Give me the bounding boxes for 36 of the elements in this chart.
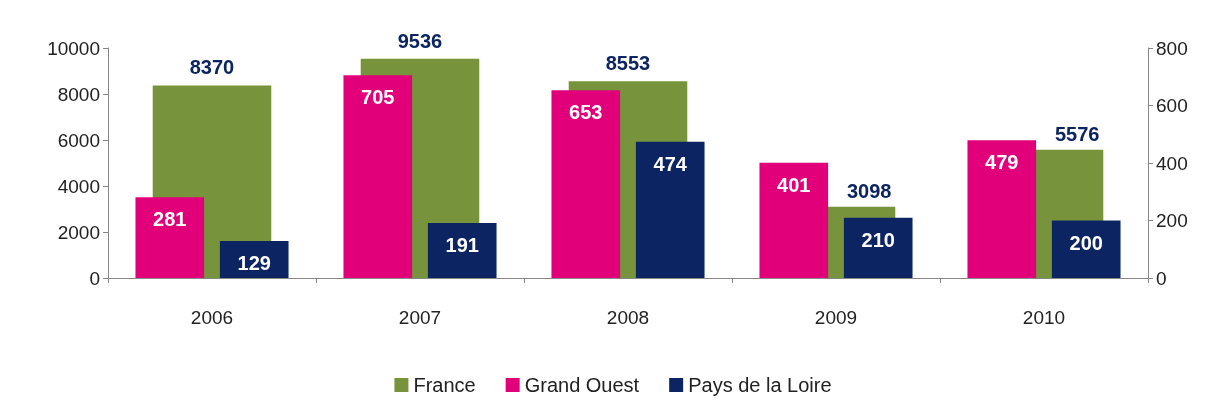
data-label: 474: [653, 152, 688, 175]
y-tick-label: 0: [89, 267, 100, 289]
y-tick-label: 2000: [57, 221, 100, 243]
data-label: 3098: [846, 179, 892, 202]
data-label: 705: [361, 86, 395, 109]
data-label: 9536: [397, 29, 443, 52]
x-tick-label: 2010: [1022, 307, 1066, 328]
legend-label: France: [413, 374, 476, 396]
bar: [135, 197, 205, 278]
data-label: 479: [985, 151, 1019, 174]
x-tick-label: 2009: [814, 307, 858, 328]
x-tick-label: 2006: [190, 307, 234, 328]
data-label: 129: [237, 251, 271, 274]
data-label: 653: [569, 101, 603, 124]
legend-label: Pays de la Loire: [688, 374, 832, 396]
y2-tick-label: 600: [1156, 95, 1188, 116]
data-label: 8370: [189, 56, 235, 79]
data-label: 401: [777, 173, 811, 196]
y2-tick-label: 0: [1156, 267, 1167, 289]
y-tick-label: 4000: [57, 175, 100, 197]
legend-label: Grand Ouest: [524, 374, 640, 396]
y-tick-label: 6000: [57, 129, 100, 151]
x-tick-label: 2008: [606, 307, 650, 328]
y2-tick-label: 200: [1156, 210, 1188, 231]
y-tick-label: 10000: [47, 37, 100, 59]
bar: [427, 223, 497, 278]
data-label: 281: [153, 208, 187, 231]
y2-tick-label: 800: [1156, 37, 1188, 59]
x-tick-label: 2007: [398, 307, 442, 328]
y2-tick-label: 400: [1156, 152, 1188, 174]
data-label: 8553: [605, 52, 651, 75]
data-label: 210: [861, 228, 895, 251]
data-label: 200: [1069, 231, 1103, 254]
data-label: 191: [445, 234, 479, 257]
data-label: 5576: [1054, 122, 1100, 145]
y-tick-label: 8000: [57, 83, 100, 105]
